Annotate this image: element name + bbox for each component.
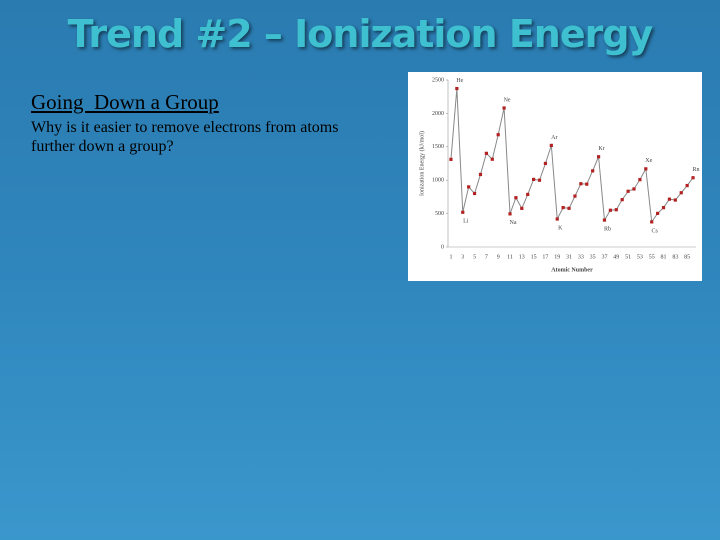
y-axis-label: Ionization Energy (kJ/mol) xyxy=(418,131,425,196)
body-text: Why is it easier to remove electrons fro… xyxy=(31,119,339,155)
chart: 0 500 1000 1500 2000 2500 Ionization Energy (k… xyxy=(408,72,702,281)
x-axis-label: Atomic Number xyxy=(551,267,593,273)
point xyxy=(478,172,483,177)
point xyxy=(667,197,672,201)
x-tick-label: 81 xyxy=(661,254,667,260)
point xyxy=(656,211,660,215)
point xyxy=(614,208,618,212)
point xyxy=(679,191,683,195)
point-label: K xyxy=(558,225,563,231)
point xyxy=(632,187,636,191)
x-tick-label: 17 xyxy=(542,254,548,260)
x-tick-label: 37 xyxy=(601,254,607,260)
x-tick-label: 1 xyxy=(449,254,452,260)
point xyxy=(608,208,612,212)
point-label: He xyxy=(456,78,463,84)
point xyxy=(573,194,577,198)
x-tick-label: 9 xyxy=(497,254,500,260)
y-tick-label: 500 xyxy=(435,211,444,217)
point xyxy=(490,157,494,161)
y-tick-label: 1000 xyxy=(432,178,444,184)
x-tick-label: 11 xyxy=(507,254,513,260)
x-tick-label: 33 xyxy=(578,254,584,260)
point xyxy=(644,167,648,171)
x-tick-label: 51 xyxy=(625,254,631,260)
point xyxy=(626,189,630,193)
y-tick-label: 2000 xyxy=(432,111,444,117)
point-label: Ne xyxy=(504,97,511,103)
point xyxy=(508,212,512,216)
point xyxy=(526,192,530,197)
y-tick-label: 1500 xyxy=(432,144,444,150)
point xyxy=(449,157,453,161)
x-tick-label: 31 xyxy=(566,254,572,260)
y-tick-label: 2500 xyxy=(432,77,444,83)
point xyxy=(691,176,695,180)
point xyxy=(472,191,477,196)
point xyxy=(602,218,607,222)
x-tick-label: 19 xyxy=(554,254,560,260)
x-tick-label: 7 xyxy=(485,254,488,260)
point xyxy=(567,206,571,210)
x-tick-label: 35 xyxy=(590,254,596,260)
x-tick-label: 53 xyxy=(637,254,643,260)
x-tick-label: 13 xyxy=(519,254,525,260)
point xyxy=(496,133,500,137)
point xyxy=(620,198,624,202)
x-tick-label: 55 xyxy=(649,254,655,260)
point-label: Na xyxy=(510,220,517,226)
point-label: Ar xyxy=(551,135,557,141)
point xyxy=(484,151,488,155)
point-label: Li xyxy=(463,219,469,225)
point xyxy=(638,178,642,182)
point xyxy=(520,206,524,210)
point xyxy=(661,206,666,210)
point xyxy=(543,161,548,166)
x-tick-label: 83 xyxy=(672,254,678,260)
point xyxy=(455,86,459,91)
point xyxy=(467,185,471,189)
point xyxy=(673,198,677,202)
point xyxy=(461,210,465,214)
point-label: Cs xyxy=(652,228,659,234)
point xyxy=(579,182,583,186)
slide-title: Trend #2 – Ionization Energy xyxy=(67,12,654,56)
point-label: Rb xyxy=(604,226,611,232)
x-tick-label: 85 xyxy=(684,254,690,260)
point-label: Xe xyxy=(645,158,652,164)
point xyxy=(537,178,542,182)
point xyxy=(561,205,565,210)
y-tick-label: 0 xyxy=(441,244,444,250)
point xyxy=(549,143,553,147)
series-line xyxy=(450,88,694,224)
x-tick-label: 49 xyxy=(613,254,619,260)
point xyxy=(591,169,595,173)
x-tick-label: 5 xyxy=(473,254,476,260)
point xyxy=(585,182,589,186)
heading: Going Down a Group xyxy=(31,90,219,114)
point-label: Rn xyxy=(693,167,700,173)
point xyxy=(555,217,559,221)
x-tick-label: 3 xyxy=(461,254,464,260)
point xyxy=(650,220,654,224)
point-label: Kr xyxy=(598,146,604,152)
point xyxy=(685,183,689,188)
point xyxy=(514,196,518,200)
x-tick-label: 15 xyxy=(531,254,537,260)
point xyxy=(532,177,536,181)
point xyxy=(596,155,601,159)
point xyxy=(502,106,506,110)
